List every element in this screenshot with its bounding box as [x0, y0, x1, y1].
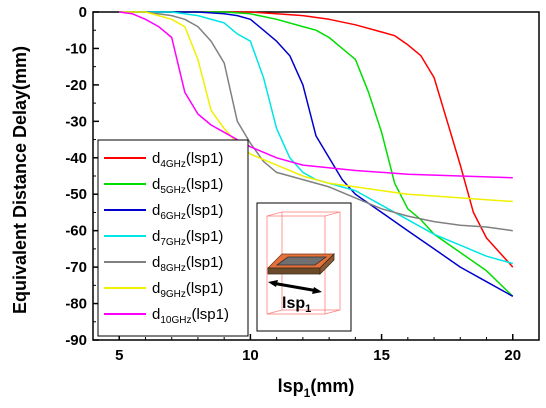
- y-tick-label: -10: [65, 40, 87, 57]
- legend-entry-4GHz: d4GHz(lsp1): [152, 150, 223, 170]
- legend-entry-5GHz: d5GHz(lsp1): [152, 176, 223, 196]
- inset-substrate: [267, 253, 335, 275]
- x-tick-label: 20: [504, 347, 521, 364]
- legend-entry-8GHz: d8GHz(lsp1): [152, 254, 223, 274]
- inset-label: lsp1: [282, 295, 311, 315]
- legend-entry-9GHz: d9GHz(lsp1): [152, 280, 223, 300]
- y-tick-label: -50: [65, 186, 87, 203]
- series-line-6GHz: [119, 11, 514, 297]
- legend-entry-10GHz: d10GHz(lsp1): [152, 306, 229, 326]
- series-layer: [119, 11, 514, 297]
- y-tick-label: -90: [65, 332, 87, 349]
- legend-entry-6GHz: d6GHz(lsp1): [152, 202, 223, 222]
- legend-items: d4GHz(lsp1) d5GHz(lsp1) d6GHz(lsp1) d7GHz(l…: [104, 150, 229, 326]
- y-tick-label: -70: [65, 259, 87, 276]
- y-tick-label: -40: [65, 150, 87, 167]
- x-axis-title-subscript: 1: [304, 386, 311, 400]
- inset-dimension-arrow: [268, 280, 322, 294]
- x-axis-title-unit: (mm): [310, 376, 354, 396]
- y-tick-label: -20: [65, 77, 87, 94]
- y-tick-label: -60: [65, 223, 87, 240]
- x-tick-label: 15: [373, 347, 390, 364]
- x-axis-title-main: lsp: [278, 376, 304, 396]
- x-tick-label: 10: [242, 347, 259, 364]
- legend: d4GHz(lsp1) d5GHz(lsp1) d6GHz(lsp1) d7GHz(l…: [97, 139, 249, 337]
- series-line-8GHz: [119, 11, 513, 232]
- legend-box: [97, 139, 249, 337]
- x-axis-title: lsp1(mm): [278, 376, 355, 400]
- x-tick-label: 5: [115, 347, 123, 364]
- y-tick-label: -30: [65, 113, 87, 130]
- plot-area: [92, 11, 540, 341]
- series-line-7GHz: [119, 11, 514, 265]
- y-tick-label: 0: [79, 4, 87, 21]
- inset-diagram: lsp1: [256, 202, 352, 332]
- y-tick-label: -80: [65, 296, 87, 313]
- x-axis: 5 10 15 20: [92, 334, 540, 364]
- y-axis: 0 -10 -20 -30 -40 -50 -60 -70 -80 -90: [65, 4, 99, 349]
- series-line-9GHz: [119, 11, 513, 203]
- y-axis-title: Equivalent Distance Delay(mm): [10, 46, 30, 314]
- series-line-4GHz: [119, 11, 514, 268]
- legend-entry-7GHz: d7GHz(lsp1): [152, 228, 223, 248]
- series-line-10GHz: [119, 11, 513, 179]
